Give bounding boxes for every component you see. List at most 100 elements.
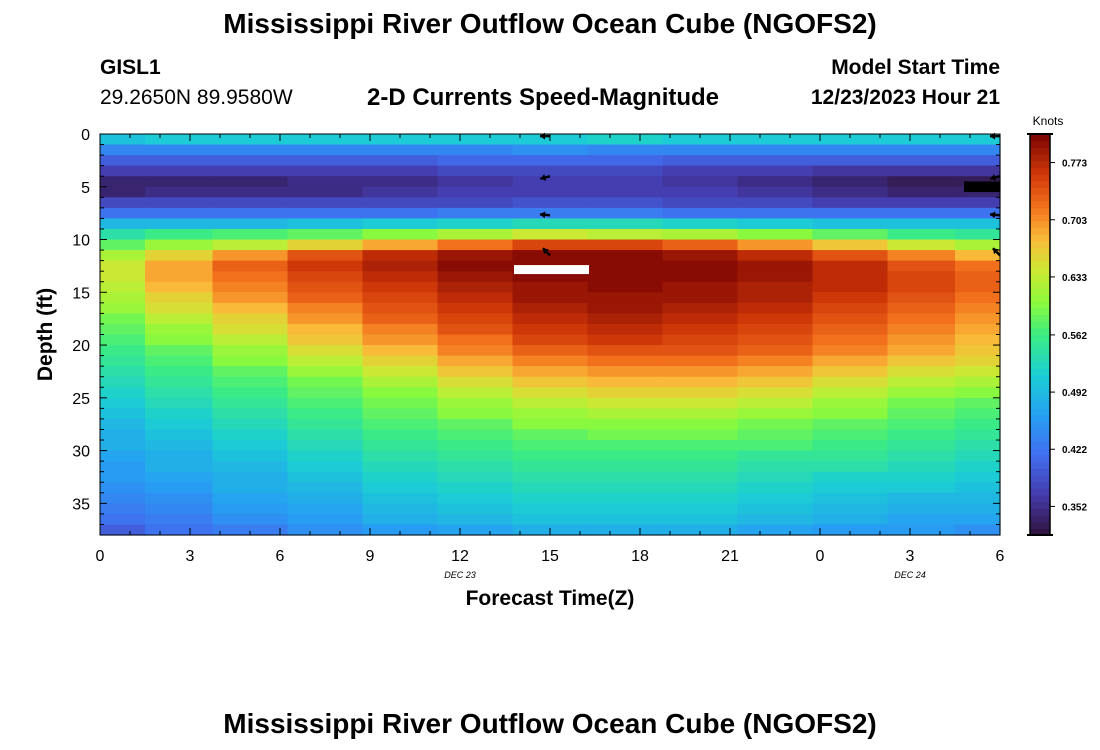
- heatmap-cell: [100, 440, 146, 452]
- heatmap-cell: [437, 471, 514, 483]
- heatmap-cell: [212, 144, 289, 156]
- heatmap-cell: [887, 155, 956, 167]
- heatmap-cell: [287, 165, 364, 177]
- heatmap-cell: [512, 418, 589, 431]
- heatmap-cell: [887, 207, 956, 220]
- heatmap-cell: [437, 186, 514, 198]
- heatmap-cell: [587, 144, 664, 156]
- heatmap-cell: [287, 408, 364, 420]
- heatmap-cell: [437, 440, 514, 452]
- heatmap-cell: [145, 376, 214, 388]
- heatmap-cell: [812, 482, 889, 494]
- heatmap-cell: [212, 134, 289, 146]
- heatmap-cell: [145, 302, 214, 314]
- colorbar-segment: [1030, 488, 1050, 496]
- heatmap-cell: [100, 503, 146, 515]
- heatmap-cell: [362, 281, 439, 293]
- heatmap-cell: [100, 513, 146, 526]
- colorbar-segment: [1030, 180, 1050, 189]
- heatmap-cell: [437, 408, 514, 420]
- heatmap-cell: [812, 387, 889, 399]
- heatmap-cell: [662, 429, 739, 441]
- heatmap-cell: [287, 461, 364, 473]
- heatmap-cell: [587, 471, 664, 483]
- heatmap-cell: [437, 366, 514, 378]
- heatmap-cell: [100, 186, 146, 198]
- heatmap-cell: [587, 228, 664, 241]
- heatmap-cell: [512, 345, 589, 357]
- heatmap-cell: [812, 302, 889, 314]
- heatmap-cell: [437, 197, 514, 209]
- heatmap-cell: [512, 408, 589, 420]
- heatmap-cell: [812, 197, 889, 209]
- heatmap-cell: [887, 503, 956, 515]
- direction-arrow: [539, 211, 551, 219]
- heatmap-cell: [812, 292, 889, 304]
- colorbar-segment: [1030, 321, 1050, 329]
- heatmap-cell: [212, 503, 289, 515]
- heatmap-cell: [512, 302, 589, 314]
- colorbar-segment: [1030, 508, 1050, 516]
- heatmap-cell: [587, 513, 664, 526]
- heatmap-cell: [812, 323, 889, 336]
- y-axis-label: Depth (ft): [34, 288, 57, 381]
- heatmap-cell: [662, 292, 739, 304]
- colorbar-segment: [1030, 481, 1050, 489]
- heatmap-cell: [955, 334, 1001, 346]
- heatmap-cell: [662, 450, 739, 462]
- heatmap-cell: [145, 503, 214, 515]
- heatmap-cell: [812, 366, 889, 378]
- colorbar-unit-label: Knots: [1033, 114, 1064, 128]
- heatmap-cell: [662, 492, 739, 504]
- heatmap-cell: [887, 461, 956, 473]
- colorbar-segment: [1030, 187, 1050, 195]
- heatmap-cell: [662, 218, 739, 230]
- heatmap-cell: [362, 492, 439, 504]
- y-tick-label: 15: [72, 285, 90, 302]
- x-tick-label: 0: [96, 548, 105, 565]
- heatmap-cell: [512, 186, 589, 198]
- heatmap-cell: [362, 144, 439, 156]
- heatmap-cell: [100, 323, 146, 336]
- heatmap-cell: [812, 513, 889, 526]
- heatmap-cell: [287, 250, 364, 262]
- heatmap-cell: [662, 155, 739, 167]
- heatmap-cell: [145, 450, 214, 462]
- heatmap-cell: [437, 345, 514, 357]
- heatmap-cell: [662, 239, 739, 251]
- heatmap-cell: [437, 355, 514, 367]
- heatmap-cell: [512, 471, 589, 483]
- heatmap-cell: [955, 355, 1001, 367]
- heatmap-cell: [362, 302, 439, 314]
- heatmap-cell: [145, 387, 214, 399]
- colorbar-segment: [1030, 260, 1050, 269]
- heatmap-cell: [587, 440, 664, 452]
- heatmap-cell: [512, 313, 589, 325]
- heatmap-cell: [287, 155, 364, 167]
- y-tick-label: 5: [81, 180, 90, 197]
- heatmap-cell: [587, 260, 664, 272]
- x-tick-label: 9: [366, 548, 375, 565]
- heatmap-cell: [100, 524, 146, 536]
- heatmap-cell: [587, 376, 664, 388]
- colorbar-segment: [1030, 167, 1050, 175]
- heatmap-cell: [662, 207, 739, 220]
- heatmap-cell: [587, 334, 664, 346]
- heatmap-cell: [955, 250, 1001, 262]
- heatmap-cell: [212, 471, 289, 483]
- y-tick-label: 10: [72, 233, 90, 250]
- heatmap-cell: [212, 313, 289, 325]
- heatmap-cell: [287, 144, 364, 156]
- heatmap-cell: [812, 450, 889, 462]
- heatmap-cell: [662, 387, 739, 399]
- heatmap-cell: [100, 408, 146, 420]
- direction-arrow: [989, 211, 1001, 219]
- heatmap-cell: [362, 271, 439, 283]
- x-tick-label: 12: [451, 548, 469, 565]
- heatmap-cell: [737, 197, 814, 209]
- heatmap-cell: [145, 239, 214, 251]
- heatmap-cell: [437, 250, 514, 262]
- heatmap-cell: [887, 345, 956, 357]
- heatmap-cell: [212, 429, 289, 441]
- heatmap-cell: [887, 260, 956, 272]
